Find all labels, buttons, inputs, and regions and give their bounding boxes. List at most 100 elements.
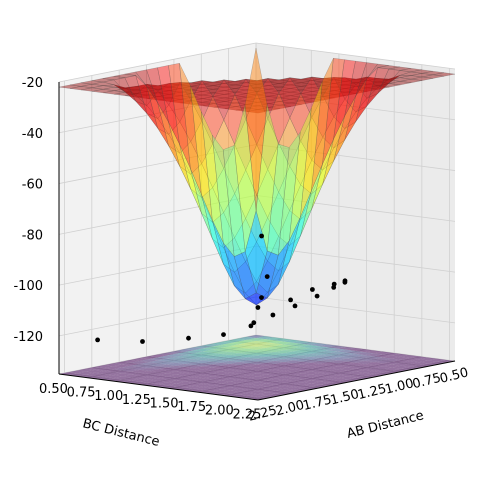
surface-patch xyxy=(245,194,268,243)
contour-cell xyxy=(221,375,240,379)
z-tick-label: -80 xyxy=(22,228,43,243)
contour-cell xyxy=(166,356,185,360)
surface-patch xyxy=(234,261,257,294)
contour-cell xyxy=(374,369,393,373)
contour-cell xyxy=(194,384,213,387)
contour-cell xyxy=(157,361,176,365)
contour-cell xyxy=(157,352,176,356)
contour-cell xyxy=(391,356,410,360)
contour-cell xyxy=(257,365,275,369)
contour-cell xyxy=(256,350,275,354)
contour-cell xyxy=(338,367,357,371)
contour-cell xyxy=(112,367,131,371)
contour-cell xyxy=(229,347,248,351)
contour-cell xyxy=(230,382,249,386)
contour-cell xyxy=(211,365,230,369)
surface-patch xyxy=(312,88,335,94)
surface-patch xyxy=(345,86,368,91)
trajectory-point xyxy=(251,320,257,326)
contour-cell xyxy=(410,365,429,369)
contour-cell xyxy=(221,378,240,382)
contour-cell xyxy=(338,370,357,374)
contour-cell xyxy=(211,362,230,366)
contour-cell xyxy=(328,354,347,358)
contour-cell xyxy=(301,345,320,348)
surface-patch xyxy=(234,169,257,220)
contour-cell xyxy=(301,350,320,354)
trajectory-point xyxy=(264,274,270,279)
surface-patch xyxy=(246,98,269,103)
contour-cell xyxy=(239,387,258,390)
surface-patch xyxy=(179,99,203,143)
contour-cell xyxy=(301,342,320,346)
contour-cell xyxy=(302,365,321,369)
contour-cell xyxy=(275,388,294,392)
contour-cell xyxy=(212,368,231,372)
contour-cell xyxy=(229,338,248,342)
surface-patch xyxy=(213,83,236,88)
contour-cell xyxy=(130,366,149,370)
surface-patch xyxy=(323,86,346,91)
surface-patch xyxy=(201,95,225,145)
surface-patch xyxy=(300,164,323,237)
contour-cell xyxy=(283,339,302,343)
y-tick-label: 1.75 xyxy=(177,400,206,415)
surface-patch xyxy=(267,240,290,299)
contour-cell xyxy=(166,365,185,369)
surface-patch xyxy=(201,143,225,189)
contour-cell xyxy=(410,362,429,366)
surface-patch xyxy=(312,92,335,97)
contour-cell xyxy=(284,389,303,393)
surface-patch xyxy=(202,99,225,104)
contour-cell xyxy=(256,342,275,346)
contour-cell xyxy=(400,358,419,361)
contour-cell xyxy=(167,374,186,378)
contour-cell xyxy=(274,362,293,366)
surface-patch xyxy=(213,104,236,109)
surface-patch xyxy=(114,86,137,89)
surface-patch xyxy=(180,86,203,91)
contour-cell xyxy=(212,371,231,375)
surface-patch xyxy=(246,83,269,89)
surface-patch xyxy=(278,117,302,167)
surface-patch xyxy=(345,78,368,83)
surface-patch xyxy=(278,210,301,246)
surface-patch xyxy=(322,57,345,165)
contour-cell xyxy=(320,368,339,372)
contour-cell xyxy=(265,352,284,356)
contour-cell xyxy=(184,347,203,351)
contour-cell xyxy=(203,376,222,380)
contour-cell xyxy=(292,340,311,344)
contour-cell xyxy=(238,360,257,364)
contour-cell xyxy=(356,363,375,367)
surface-patch xyxy=(212,79,236,84)
contour-cell xyxy=(193,357,212,361)
contour-cell xyxy=(337,355,356,359)
contour-cell xyxy=(356,369,375,373)
contour-cell xyxy=(238,345,257,349)
contour-cell xyxy=(275,374,294,377)
surface-patch xyxy=(334,91,357,96)
surface-patch xyxy=(190,80,214,122)
surface-patch xyxy=(290,86,313,91)
surface-patch xyxy=(147,92,170,97)
contour-cell xyxy=(302,368,321,372)
contour-cell xyxy=(365,368,384,372)
contour-cell xyxy=(112,361,131,365)
z-tick-label: -20 xyxy=(22,76,43,91)
x-tick-label: 0.50 xyxy=(438,365,470,387)
contour-cell xyxy=(284,378,303,382)
surface-patch xyxy=(224,81,247,86)
surface-patch xyxy=(356,83,379,89)
surface-patch xyxy=(410,69,433,74)
contour-cell xyxy=(319,353,338,357)
contour-cell xyxy=(319,359,338,363)
contour-cell xyxy=(283,348,302,352)
contour-cell xyxy=(193,360,212,364)
surface-patch xyxy=(355,76,379,99)
surface-patch xyxy=(246,94,269,99)
contour-cell xyxy=(346,359,365,363)
surface-patch xyxy=(169,99,192,104)
surface-patch xyxy=(80,80,103,85)
contour-cell xyxy=(85,366,104,370)
